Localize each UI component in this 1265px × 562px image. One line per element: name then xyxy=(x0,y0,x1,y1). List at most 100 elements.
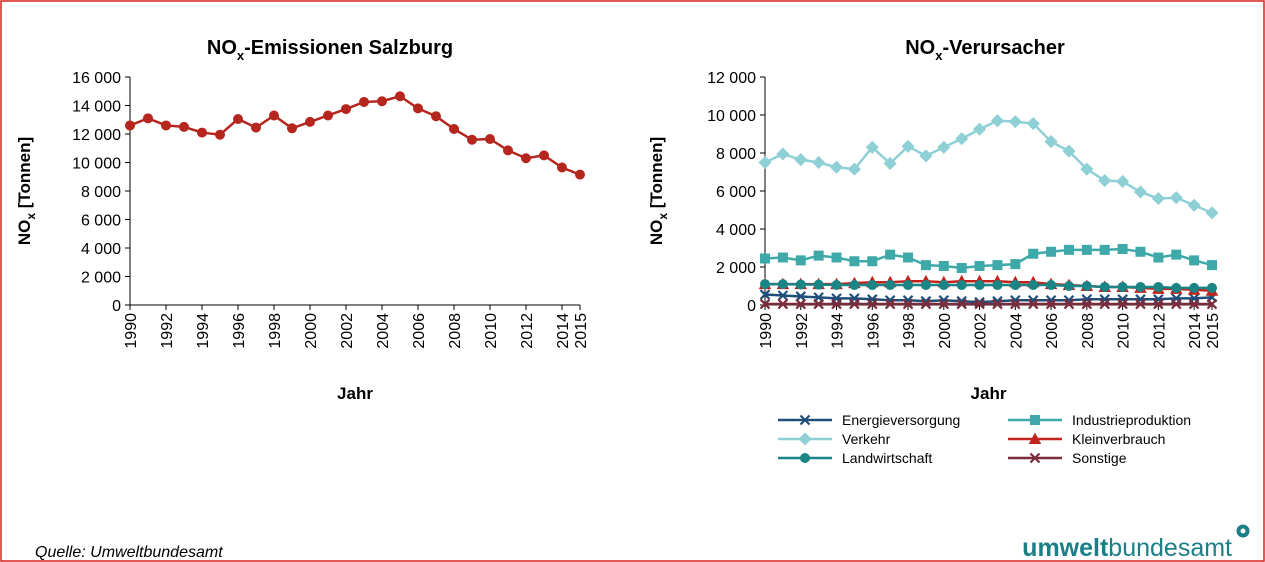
x-tick-label: 1996 xyxy=(231,313,248,349)
x-tick-label: 2006 xyxy=(411,313,428,349)
logo: umweltbundesamt xyxy=(1022,534,1232,562)
y-label-part: x xyxy=(24,213,38,220)
x-tick-label: 2002 xyxy=(339,313,356,349)
data-point xyxy=(1135,246,1146,257)
y-tick-label: 8 000 xyxy=(716,146,756,163)
title-part: NO xyxy=(905,37,935,59)
y-tick-label: 2 000 xyxy=(81,270,121,287)
data-point xyxy=(938,261,949,272)
data-point xyxy=(448,124,460,135)
data-point xyxy=(938,298,950,310)
data-point xyxy=(178,121,190,132)
data-point xyxy=(885,280,896,291)
y-axis-label: NOx [Tonnen] xyxy=(15,137,38,245)
data-point xyxy=(1063,298,1075,310)
data-point xyxy=(1010,259,1021,270)
series-line xyxy=(764,293,1213,304)
data-point xyxy=(1099,244,1110,255)
data-point xyxy=(829,160,844,174)
data-point xyxy=(430,111,442,122)
data-point xyxy=(1171,282,1182,293)
x-axis-label: Jahr xyxy=(337,384,373,403)
logo-part: umwelt xyxy=(1022,534,1109,562)
y-label-part: NO xyxy=(647,220,666,246)
data-point xyxy=(1081,281,1092,291)
title-part: NO xyxy=(207,37,237,59)
data-point xyxy=(992,280,1003,291)
data-point xyxy=(847,162,861,176)
x-tick-label: 2010 xyxy=(483,313,500,349)
data-point xyxy=(1117,281,1128,292)
legend-marker xyxy=(1030,415,1040,425)
data-point xyxy=(1063,244,1074,255)
data-point xyxy=(992,260,1003,271)
data-point xyxy=(484,133,496,144)
data-point xyxy=(920,260,931,271)
data-point xyxy=(1098,173,1112,188)
data-point xyxy=(1062,144,1076,158)
data-point xyxy=(759,279,771,290)
legend-label: Energieversorgung xyxy=(842,412,960,428)
data-point xyxy=(919,149,933,163)
data-point xyxy=(883,156,897,171)
data-point xyxy=(920,280,931,291)
data-point xyxy=(973,122,987,136)
data-point xyxy=(795,291,807,302)
data-point xyxy=(849,298,860,310)
data-point xyxy=(1133,185,1148,199)
data-point xyxy=(902,298,914,310)
x-tick-label: 2008 xyxy=(1080,313,1097,349)
title-part: x xyxy=(935,48,943,63)
data-point xyxy=(813,298,824,310)
data-point xyxy=(831,280,842,291)
data-point xyxy=(867,256,878,267)
x-tick-label: 1994 xyxy=(195,313,212,349)
data-point xyxy=(831,252,842,263)
data-point xyxy=(901,139,915,153)
legend-marker xyxy=(799,453,811,463)
data-point xyxy=(556,162,568,173)
x-tick-label: 1992 xyxy=(794,313,811,349)
data-point xyxy=(196,127,208,138)
data-point xyxy=(1151,192,1165,206)
data-point xyxy=(1028,248,1039,259)
data-point xyxy=(849,280,860,291)
y-axis-label: NOx [Tonnen] xyxy=(647,137,670,245)
data-point xyxy=(1135,298,1146,310)
data-point xyxy=(777,279,788,290)
data-point xyxy=(1153,252,1164,263)
data-point xyxy=(1188,298,1200,310)
y-tick-label: 14 000 xyxy=(72,99,121,116)
data-point xyxy=(1008,115,1022,129)
data-point xyxy=(760,253,770,264)
y-tick-label: 8 000 xyxy=(81,184,121,201)
x-tick-label: 2012 xyxy=(519,313,536,349)
data-point xyxy=(1027,298,1039,310)
data-point xyxy=(376,96,388,107)
data-point xyxy=(1206,282,1218,293)
x-tick-label: 2002 xyxy=(973,313,990,349)
legend-marker xyxy=(798,432,812,446)
data-point xyxy=(268,110,280,121)
series-line xyxy=(129,94,581,176)
y-label-part: [Tonnen] xyxy=(15,137,34,213)
data-point xyxy=(232,114,244,125)
x-axis-label: Jahr xyxy=(971,384,1007,403)
x-tick-label: 2014 xyxy=(1187,313,1204,349)
data-point xyxy=(955,132,969,146)
data-point xyxy=(1189,282,1200,293)
data-point xyxy=(867,280,878,291)
y-tick-label: 10 000 xyxy=(72,156,121,173)
data-point xyxy=(885,249,896,260)
legend-label: Sonstige xyxy=(1072,450,1127,466)
legend-label: Landwirtschaft xyxy=(842,450,932,466)
logo-part: bundesamt xyxy=(1108,534,1232,562)
data-point xyxy=(340,104,352,115)
data-point xyxy=(812,155,826,170)
data-point xyxy=(574,169,586,180)
data-point xyxy=(1135,281,1146,292)
data-point xyxy=(865,140,879,154)
data-point xyxy=(1044,135,1058,149)
data-point xyxy=(1169,191,1183,205)
title-part: -Emissionen Salzburg xyxy=(244,37,453,59)
